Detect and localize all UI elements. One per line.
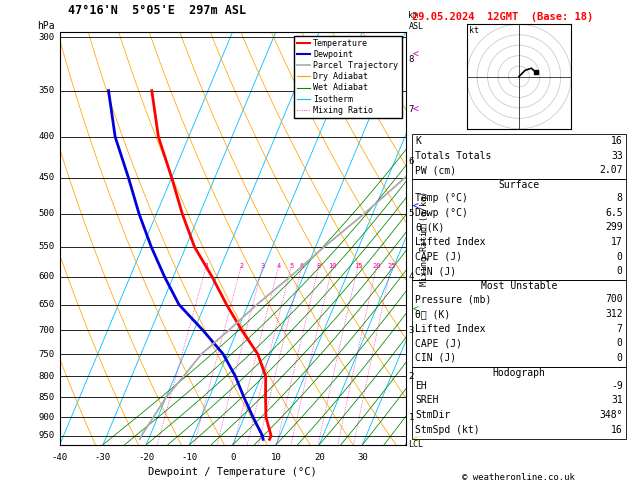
Text: Dewpoint / Temperature (°C): Dewpoint / Temperature (°C) [148, 468, 317, 477]
Text: 600: 600 [38, 273, 55, 281]
Text: Most Unstable: Most Unstable [481, 281, 557, 291]
Text: 4: 4 [408, 273, 414, 281]
Text: 15: 15 [354, 262, 362, 269]
Text: CAPE (J): CAPE (J) [415, 338, 462, 348]
Text: Surface: Surface [498, 180, 540, 190]
Text: <: < [413, 305, 418, 315]
Text: StmSpd (kt): StmSpd (kt) [415, 425, 480, 434]
Text: 800: 800 [38, 372, 55, 381]
Text: 25: 25 [387, 262, 396, 269]
Text: 3: 3 [408, 326, 414, 335]
Text: <: < [413, 105, 418, 115]
Text: 550: 550 [38, 243, 55, 251]
Text: 29.05.2024  12GMT  (Base: 18): 29.05.2024 12GMT (Base: 18) [412, 12, 593, 22]
Text: 6.5: 6.5 [605, 208, 623, 218]
Text: -30: -30 [95, 453, 111, 462]
Text: 700: 700 [605, 295, 623, 304]
Text: Lifted Index: Lifted Index [415, 237, 486, 247]
Text: SREH: SREH [415, 396, 438, 405]
Text: StmDir: StmDir [415, 410, 450, 420]
Text: 400: 400 [38, 132, 55, 141]
Text: 2: 2 [408, 372, 414, 381]
Text: -20: -20 [138, 453, 154, 462]
Text: EH: EH [415, 381, 427, 391]
Text: 950: 950 [38, 431, 55, 440]
Legend: Temperature, Dewpoint, Parcel Trajectory, Dry Adiabat, Wet Adiabat, Isotherm, Mi: Temperature, Dewpoint, Parcel Trajectory… [294, 36, 401, 118]
Text: kt: kt [469, 26, 479, 35]
Text: -9: -9 [611, 381, 623, 391]
Text: 31: 31 [611, 396, 623, 405]
Text: LCL: LCL [408, 440, 423, 449]
Text: 0: 0 [617, 266, 623, 276]
Text: 0: 0 [617, 252, 623, 261]
Text: 6: 6 [300, 262, 304, 269]
Text: 0: 0 [617, 338, 623, 348]
Text: -10: -10 [181, 453, 198, 462]
Text: 750: 750 [38, 349, 55, 359]
Text: 10: 10 [270, 453, 281, 462]
Text: CAPE (J): CAPE (J) [415, 252, 462, 261]
Text: <: < [413, 49, 418, 59]
Text: 8: 8 [408, 55, 414, 64]
Text: 2.07: 2.07 [599, 165, 623, 175]
Text: 500: 500 [38, 209, 55, 218]
Text: 16: 16 [611, 136, 623, 146]
Text: 700: 700 [38, 326, 55, 335]
Text: Hodograph: Hodograph [493, 368, 545, 378]
Text: 6: 6 [408, 157, 414, 166]
Text: 450: 450 [38, 173, 55, 182]
Text: PW (cm): PW (cm) [415, 165, 456, 175]
Text: 16: 16 [611, 425, 623, 434]
Text: 30: 30 [357, 453, 368, 462]
Text: 4: 4 [277, 262, 281, 269]
Text: <: < [413, 202, 418, 212]
Text: θᴄ(K): θᴄ(K) [415, 223, 445, 232]
Text: 900: 900 [38, 413, 55, 421]
Text: θᴄ (K): θᴄ (K) [415, 309, 450, 319]
Text: 5: 5 [408, 209, 414, 218]
Text: 850: 850 [38, 393, 55, 402]
Text: K: K [415, 136, 421, 146]
Text: 20: 20 [372, 262, 381, 269]
Text: CIN (J): CIN (J) [415, 353, 456, 363]
Text: hPa: hPa [37, 21, 55, 31]
Text: 8: 8 [617, 193, 623, 203]
Text: 7: 7 [617, 324, 623, 333]
Text: 3: 3 [261, 262, 265, 269]
Text: 0: 0 [230, 453, 235, 462]
Text: Pressure (mb): Pressure (mb) [415, 295, 491, 304]
Text: 1: 1 [408, 413, 414, 421]
Text: 300: 300 [38, 33, 55, 42]
Text: 2: 2 [239, 262, 243, 269]
Text: 20: 20 [314, 453, 325, 462]
Text: 350: 350 [38, 86, 55, 95]
Text: 47°16'N  5°05'E  297m ASL: 47°16'N 5°05'E 297m ASL [67, 4, 246, 17]
Text: Dewp (°C): Dewp (°C) [415, 208, 468, 218]
Text: 299: 299 [605, 223, 623, 232]
Text: 33: 33 [611, 151, 623, 160]
Text: 10: 10 [328, 262, 337, 269]
Text: Lifted Index: Lifted Index [415, 324, 486, 333]
Text: 7: 7 [408, 105, 414, 114]
Text: -40: -40 [52, 453, 68, 462]
Text: <: < [413, 434, 418, 444]
Text: Temp (°C): Temp (°C) [415, 193, 468, 203]
Text: 0: 0 [617, 353, 623, 363]
Text: © weatheronline.co.uk: © weatheronline.co.uk [462, 473, 576, 482]
Text: 348°: 348° [599, 410, 623, 420]
Text: 17: 17 [611, 237, 623, 247]
Text: CIN (J): CIN (J) [415, 266, 456, 276]
Text: 5: 5 [289, 262, 294, 269]
Text: 1: 1 [204, 262, 209, 269]
Text: km
ASL: km ASL [408, 11, 423, 31]
Text: Mixing Ratio (g/kg): Mixing Ratio (g/kg) [420, 191, 428, 286]
Text: Totals Totals: Totals Totals [415, 151, 491, 160]
Text: 8: 8 [317, 262, 321, 269]
Text: 650: 650 [38, 300, 55, 309]
Text: 312: 312 [605, 309, 623, 319]
